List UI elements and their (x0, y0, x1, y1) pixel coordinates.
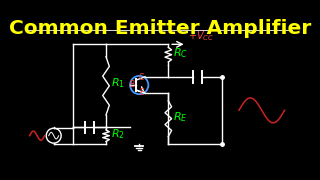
Text: $+V_{CC}$: $+V_{CC}$ (188, 30, 214, 44)
Text: $R_C$: $R_C$ (173, 46, 188, 60)
Text: Common Emitter Amplifier: Common Emitter Amplifier (9, 19, 311, 38)
Text: B: B (130, 80, 135, 89)
Text: $R_2$: $R_2$ (111, 127, 124, 141)
Text: C: C (139, 73, 144, 82)
Text: $R_1$: $R_1$ (111, 76, 124, 90)
Text: $R_E$: $R_E$ (173, 110, 188, 124)
Text: E: E (139, 88, 144, 97)
